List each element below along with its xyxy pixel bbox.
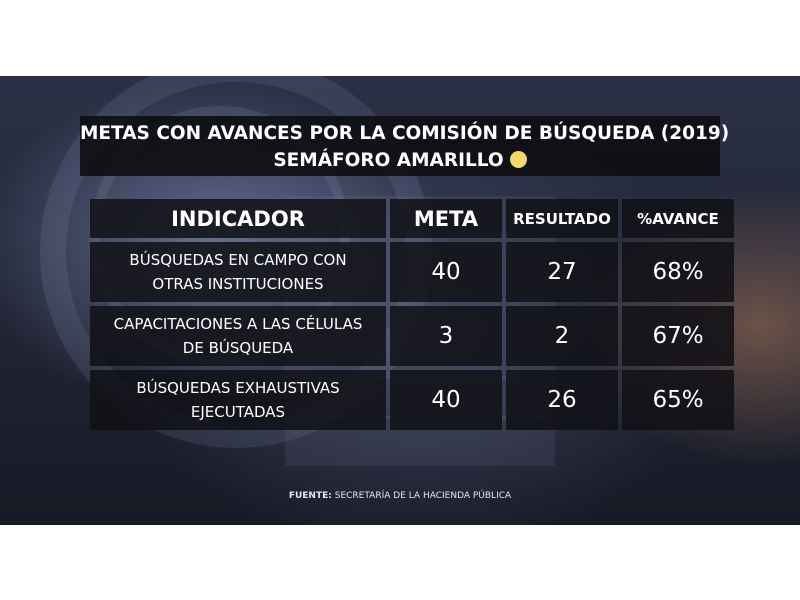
table-row: CAPACITACIONES A LAS CÉLULAS DE BÚSQUEDA … [90, 306, 734, 366]
cell-indicador-line: CAPACITACIONES A LAS CÉLULAS [113, 315, 363, 333]
source-text: SECRETARÍA DE LA HACIENDA PÚBLICA [334, 491, 512, 501]
semaforo-label: SEMÁFORO AMARILLO [273, 150, 504, 171]
cell-indicador-line: BÚSQUEDAS EN CAMPO CON [129, 251, 347, 269]
cell-avance: 68% [622, 242, 734, 302]
title-line-1: METAS CON AVANCES POR LA COMISIÓN DE BÚS… [80, 123, 730, 144]
cell-meta: 40 [390, 370, 502, 430]
cell-indicador: BÚSQUEDAS EXHAUSTIVAS EJECUTADAS [90, 370, 386, 430]
metas-table: INDICADOR META RESULTADO %AVANCE BÚSQUED… [86, 195, 738, 434]
header-meta: META [390, 199, 502, 238]
cell-resultado: 27 [506, 242, 618, 302]
header-indicador: INDICADOR [90, 199, 386, 238]
cell-indicador: BÚSQUEDAS EN CAMPO CON OTRAS INSTITUCIONE… [90, 242, 386, 302]
cell-indicador-line: BÚSQUEDAS EXHAUSTIVAS [136, 379, 340, 397]
cell-meta: 40 [390, 242, 502, 302]
video-frame: METAS CON AVANCES POR LA COMISIÓN DE BÚS… [0, 76, 800, 525]
header-resultado: RESULTADO [506, 199, 618, 238]
header-avance: %AVANCE [622, 199, 734, 238]
title-box: METAS CON AVANCES POR LA COMISIÓN DE BÚS… [80, 116, 730, 176]
cell-indicador-line: OTRAS INSTITUCIONES [152, 275, 324, 293]
source-credit: FUENTE: SECRETARÍA DE LA HACIENDA PÚBLIC… [0, 491, 800, 501]
title-line-2: SEMÁFORO AMARILLO [80, 147, 720, 174]
table-row: BÚSQUEDAS EXHAUSTIVAS EJECUTADAS 40 26 65… [90, 370, 734, 430]
table-row: BÚSQUEDAS EN CAMPO CON OTRAS INSTITUCIONE… [90, 242, 734, 302]
cell-indicador-line: DE BÚSQUEDA [182, 339, 294, 357]
cell-indicador-line: EJECUTADAS [190, 403, 286, 421]
cell-indicador: CAPACITACIONES A LAS CÉLULAS DE BÚSQUEDA [90, 306, 386, 366]
cell-avance: 67% [622, 306, 734, 366]
cell-resultado: 2 [506, 306, 618, 366]
cell-avance: 65% [622, 370, 734, 430]
cell-meta: 3 [390, 306, 502, 366]
source-label: FUENTE: [288, 491, 332, 501]
table-header-row: INDICADOR META RESULTADO %AVANCE [90, 199, 734, 238]
semaforo-dot-icon [509, 151, 527, 168]
cell-resultado: 26 [506, 370, 618, 430]
